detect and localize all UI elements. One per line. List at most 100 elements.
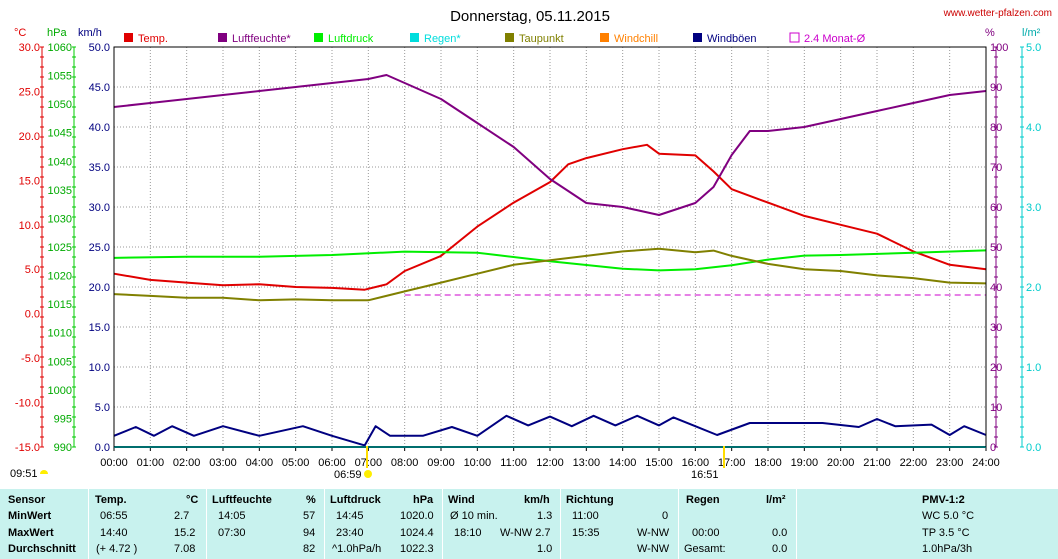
pressure-tick-label: 1040 — [48, 156, 72, 168]
pressure-tick-label: 1035 — [48, 185, 72, 197]
direction-row2-time: 15:35 — [572, 527, 600, 539]
pressure-tick-label: 1060 — [48, 42, 72, 54]
temp-unit-label: °C — [14, 27, 26, 39]
legend-label: Regen* — [424, 33, 461, 45]
sunrise-time: 06:59 — [334, 469, 362, 481]
pressure-tick-label: 1025 — [48, 242, 72, 254]
pressure-tick-label: 1010 — [48, 328, 72, 340]
wind-tick-label: 50.0 — [89, 42, 110, 54]
sensor-header: Sensor — [8, 494, 46, 506]
x-tick-label: 11:00 — [500, 457, 527, 469]
legend-swatch — [410, 33, 419, 42]
pressure-tick-label: 1055 — [48, 71, 72, 83]
direction-row2-value: W-NW — [637, 527, 670, 539]
temp-tick-label: 10.0 — [19, 220, 40, 232]
legend-swatch — [600, 33, 609, 42]
x-tick-label: 16:00 — [682, 457, 710, 469]
table-separator — [678, 489, 679, 559]
x-tick-label: 09:00 — [427, 457, 455, 469]
wind-tick-label: 35.0 — [89, 162, 110, 174]
x-tick-label: 23:00 — [936, 457, 964, 469]
x-axis: 00:00 01:00 02:00 03:00 04:00 05:00 06:00 07:00… — [100, 447, 1000, 469]
wind-tick-label: 5.0 — [95, 402, 110, 414]
x-tick-label: 06:00 — [318, 457, 346, 469]
pressure-trend: ^1.0hPa/h — [332, 543, 382, 555]
x-tick-label: 20:00 — [827, 457, 855, 469]
rain-tick-label: 0.0 — [1026, 442, 1041, 454]
moon-icon — [40, 470, 48, 474]
pressure-tick-label: 1005 — [48, 356, 72, 368]
temp-tick-label: 20.0 — [19, 131, 40, 143]
wind-tick-label: 10.0 — [89, 362, 110, 374]
pressure-unit-label: hPa — [47, 27, 67, 39]
pressure-tick-label: 1050 — [48, 99, 72, 111]
x-tick-label: 04:00 — [246, 457, 274, 469]
table-separator — [324, 489, 325, 559]
series-lines — [113, 74, 987, 448]
temp-min-time: 06:55 — [100, 510, 128, 522]
pressure-avg-value: 1022.3 — [400, 543, 434, 555]
x-tick-label: 19:00 — [791, 457, 819, 469]
pressure-unit: hPa — [413, 494, 434, 506]
pmv-windchill: WC 5.0 °C — [922, 510, 975, 522]
direction-avg-value: W-NW — [637, 543, 670, 555]
wind-avg-value: 1.0 — [537, 543, 553, 555]
rain-tick-label: 3.0 — [1026, 202, 1041, 214]
humidity-tick-label: 0 — [990, 442, 996, 454]
wind-tick-label: 40.0 — [89, 122, 110, 134]
x-tick-label: 13:00 — [573, 457, 601, 469]
legend-label: Luftfeuchte* — [232, 33, 291, 45]
humidity-max-time: 07:30 — [218, 527, 246, 539]
pressure-max-time: 23:40 — [336, 527, 364, 539]
wind-unit: km/h — [524, 494, 550, 506]
legend-item: Taupunkt — [505, 33, 564, 45]
humidity-max-value: 94 — [303, 527, 316, 539]
wind-tick-label: 0.0 — [95, 442, 110, 454]
wind-tick-label: 25.0 — [89, 242, 110, 254]
wind-tick-label: 30.0 — [89, 202, 110, 214]
wind-unit-label: km/h — [78, 27, 102, 39]
legend-swatch — [505, 33, 514, 42]
sunset-time: 16:51 — [691, 469, 719, 481]
temp-min-value: 2.7 — [174, 510, 190, 522]
rain-row2-time: 00:00 — [692, 527, 720, 539]
wind-tick-label: 45.0 — [89, 82, 110, 94]
legend-swatch — [218, 33, 227, 42]
legend-item: Windböen — [693, 33, 757, 45]
wind-max-time: 18:10 — [454, 527, 482, 539]
plot-frame — [113, 46, 987, 448]
legend-swatch — [314, 33, 323, 42]
temp-tick-label: 30.0 — [19, 42, 40, 54]
humidity-min-time: 14:05 — [218, 510, 246, 522]
rain-tick-label: 2.0 — [1026, 282, 1041, 294]
x-tick-label: 10:00 — [464, 457, 492, 469]
rain-total-label: Gesamt: — [684, 543, 726, 555]
grid — [114, 46, 986, 448]
rain-tick-label: 1.0 — [1026, 362, 1041, 374]
pressure-tick-label: 1030 — [48, 213, 72, 225]
sensor-row-min: MinWert — [8, 510, 52, 522]
temp-tick-label: -10.0 — [15, 398, 40, 410]
pressure-tick-label: 1000 — [48, 385, 72, 397]
temp-max-value: 15.2 — [174, 527, 196, 539]
wind-avg10-label: Ø 10 min. — [450, 510, 498, 522]
series-temp- — [113, 143, 987, 291]
series-luftdruck — [113, 249, 987, 272]
series-luftfeuchte- — [113, 74, 987, 216]
pmv-header: PMV-1:2 — [922, 494, 965, 506]
x-tick-label: 00:00 — [100, 457, 128, 469]
legend-label: Windböen — [707, 33, 757, 45]
x-tick-label: 21:00 — [863, 457, 891, 469]
source-link[interactable]: www.wetter-pfalzen.com — [943, 8, 1052, 19]
x-tick-label: 24:00 — [972, 457, 1000, 469]
legend-swatch — [693, 33, 702, 42]
sun-icon — [364, 470, 372, 478]
legend-item: Temp. — [124, 33, 168, 45]
series-taupunkt — [113, 247, 987, 302]
x-tick-label: 14:00 — [609, 457, 637, 469]
direction-row1-time: 11:00 — [572, 510, 599, 522]
x-tick-label: 08:00 — [391, 457, 419, 469]
moon-marker: 09:51 — [10, 468, 48, 480]
temp-tick-label: -15.0 — [15, 442, 40, 454]
pressure-tick-label: 990 — [54, 442, 72, 454]
